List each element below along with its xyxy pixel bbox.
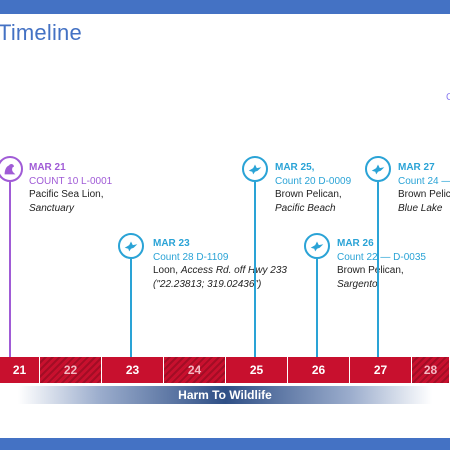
slide-title: Timeline [0, 20, 82, 45]
event-pin[interactable] [0, 156, 23, 182]
event-description: Pacific Sea Lion, [29, 189, 104, 200]
event-pin[interactable] [365, 156, 391, 182]
event-location: Sanctuary [29, 202, 75, 214]
event-description: Brown Pelic [398, 189, 450, 200]
event-location: Blue Lake [398, 202, 443, 214]
top-accent-bar [0, 0, 450, 14]
event-date: MAR 23 [153, 238, 190, 249]
bird-icon [371, 164, 385, 175]
event-label: MAR 21 COUNT 10 L-0001 Pacific Sea Lion,… [29, 161, 112, 215]
event-description: Loon, Access Rd. off Hwy 233 [153, 264, 287, 278]
event-pin[interactable] [118, 233, 144, 259]
day-axis: 21 22 23 24 25 26 27 28 [0, 357, 450, 383]
day-segment: 27 [350, 357, 412, 383]
event-date: MAR 27 [398, 162, 435, 173]
event-road: Access Rd. off Hwy 233 [180, 265, 287, 276]
event-count: Count 24 — [398, 175, 450, 187]
event-stem [377, 182, 379, 357]
event-label: MAR 27 Count 24 — Brown Pelic Blue Lake [398, 161, 450, 215]
event-date: MAR 25, [275, 162, 315, 173]
sea-lion-icon [4, 164, 16, 175]
event-stem [316, 259, 318, 357]
event-date: MAR 21 [29, 162, 66, 173]
event-count: COUNT 10 L-0001 [29, 175, 113, 187]
event-count: Count 28 D-1109 [153, 251, 229, 263]
event-description: Brown Pelican, [275, 189, 342, 200]
day-segment: 22 [40, 357, 102, 383]
bird-icon [124, 241, 138, 252]
event-stem [130, 259, 132, 357]
event-description: Brown Pelican, [337, 265, 404, 276]
day-segment: 23 [102, 357, 164, 383]
bottom-accent-bar [0, 438, 450, 450]
event-date: MAR 26 [337, 238, 374, 249]
bird-icon [310, 241, 324, 252]
event-label: MAR 26 Count 22 — D-0035 Brown Pelican, … [337, 237, 426, 291]
bird-icon [248, 164, 262, 175]
day-segment: 21 [0, 357, 40, 383]
event-stem [9, 182, 11, 357]
event-location: Pacific Beach [275, 202, 336, 214]
event-stem [254, 182, 256, 357]
day-segment: 26 [288, 357, 350, 383]
event-species: Loon, [153, 265, 181, 276]
day-segment: 24 [164, 357, 226, 383]
edge-mark-text: C [446, 92, 450, 103]
day-segment: 25 [226, 357, 288, 383]
day-segment: 28 [412, 357, 450, 383]
event-count: Count 22 — D-0035 [337, 251, 426, 263]
event-pin[interactable] [242, 156, 268, 182]
event-label: MAR 25, Count 20 D-0009 Brown Pelican, P… [275, 161, 351, 215]
event-location: ("22.23813; 319.02436") [153, 278, 262, 290]
event-count: Count 20 D-0009 [275, 175, 352, 187]
event-pin[interactable] [304, 233, 330, 259]
event-label: MAR 23 Count 28 D-1109 Loon, Access Rd. … [153, 237, 287, 291]
category-band: Harm To Wildlife [18, 386, 432, 404]
event-location: Sargento [337, 278, 378, 290]
